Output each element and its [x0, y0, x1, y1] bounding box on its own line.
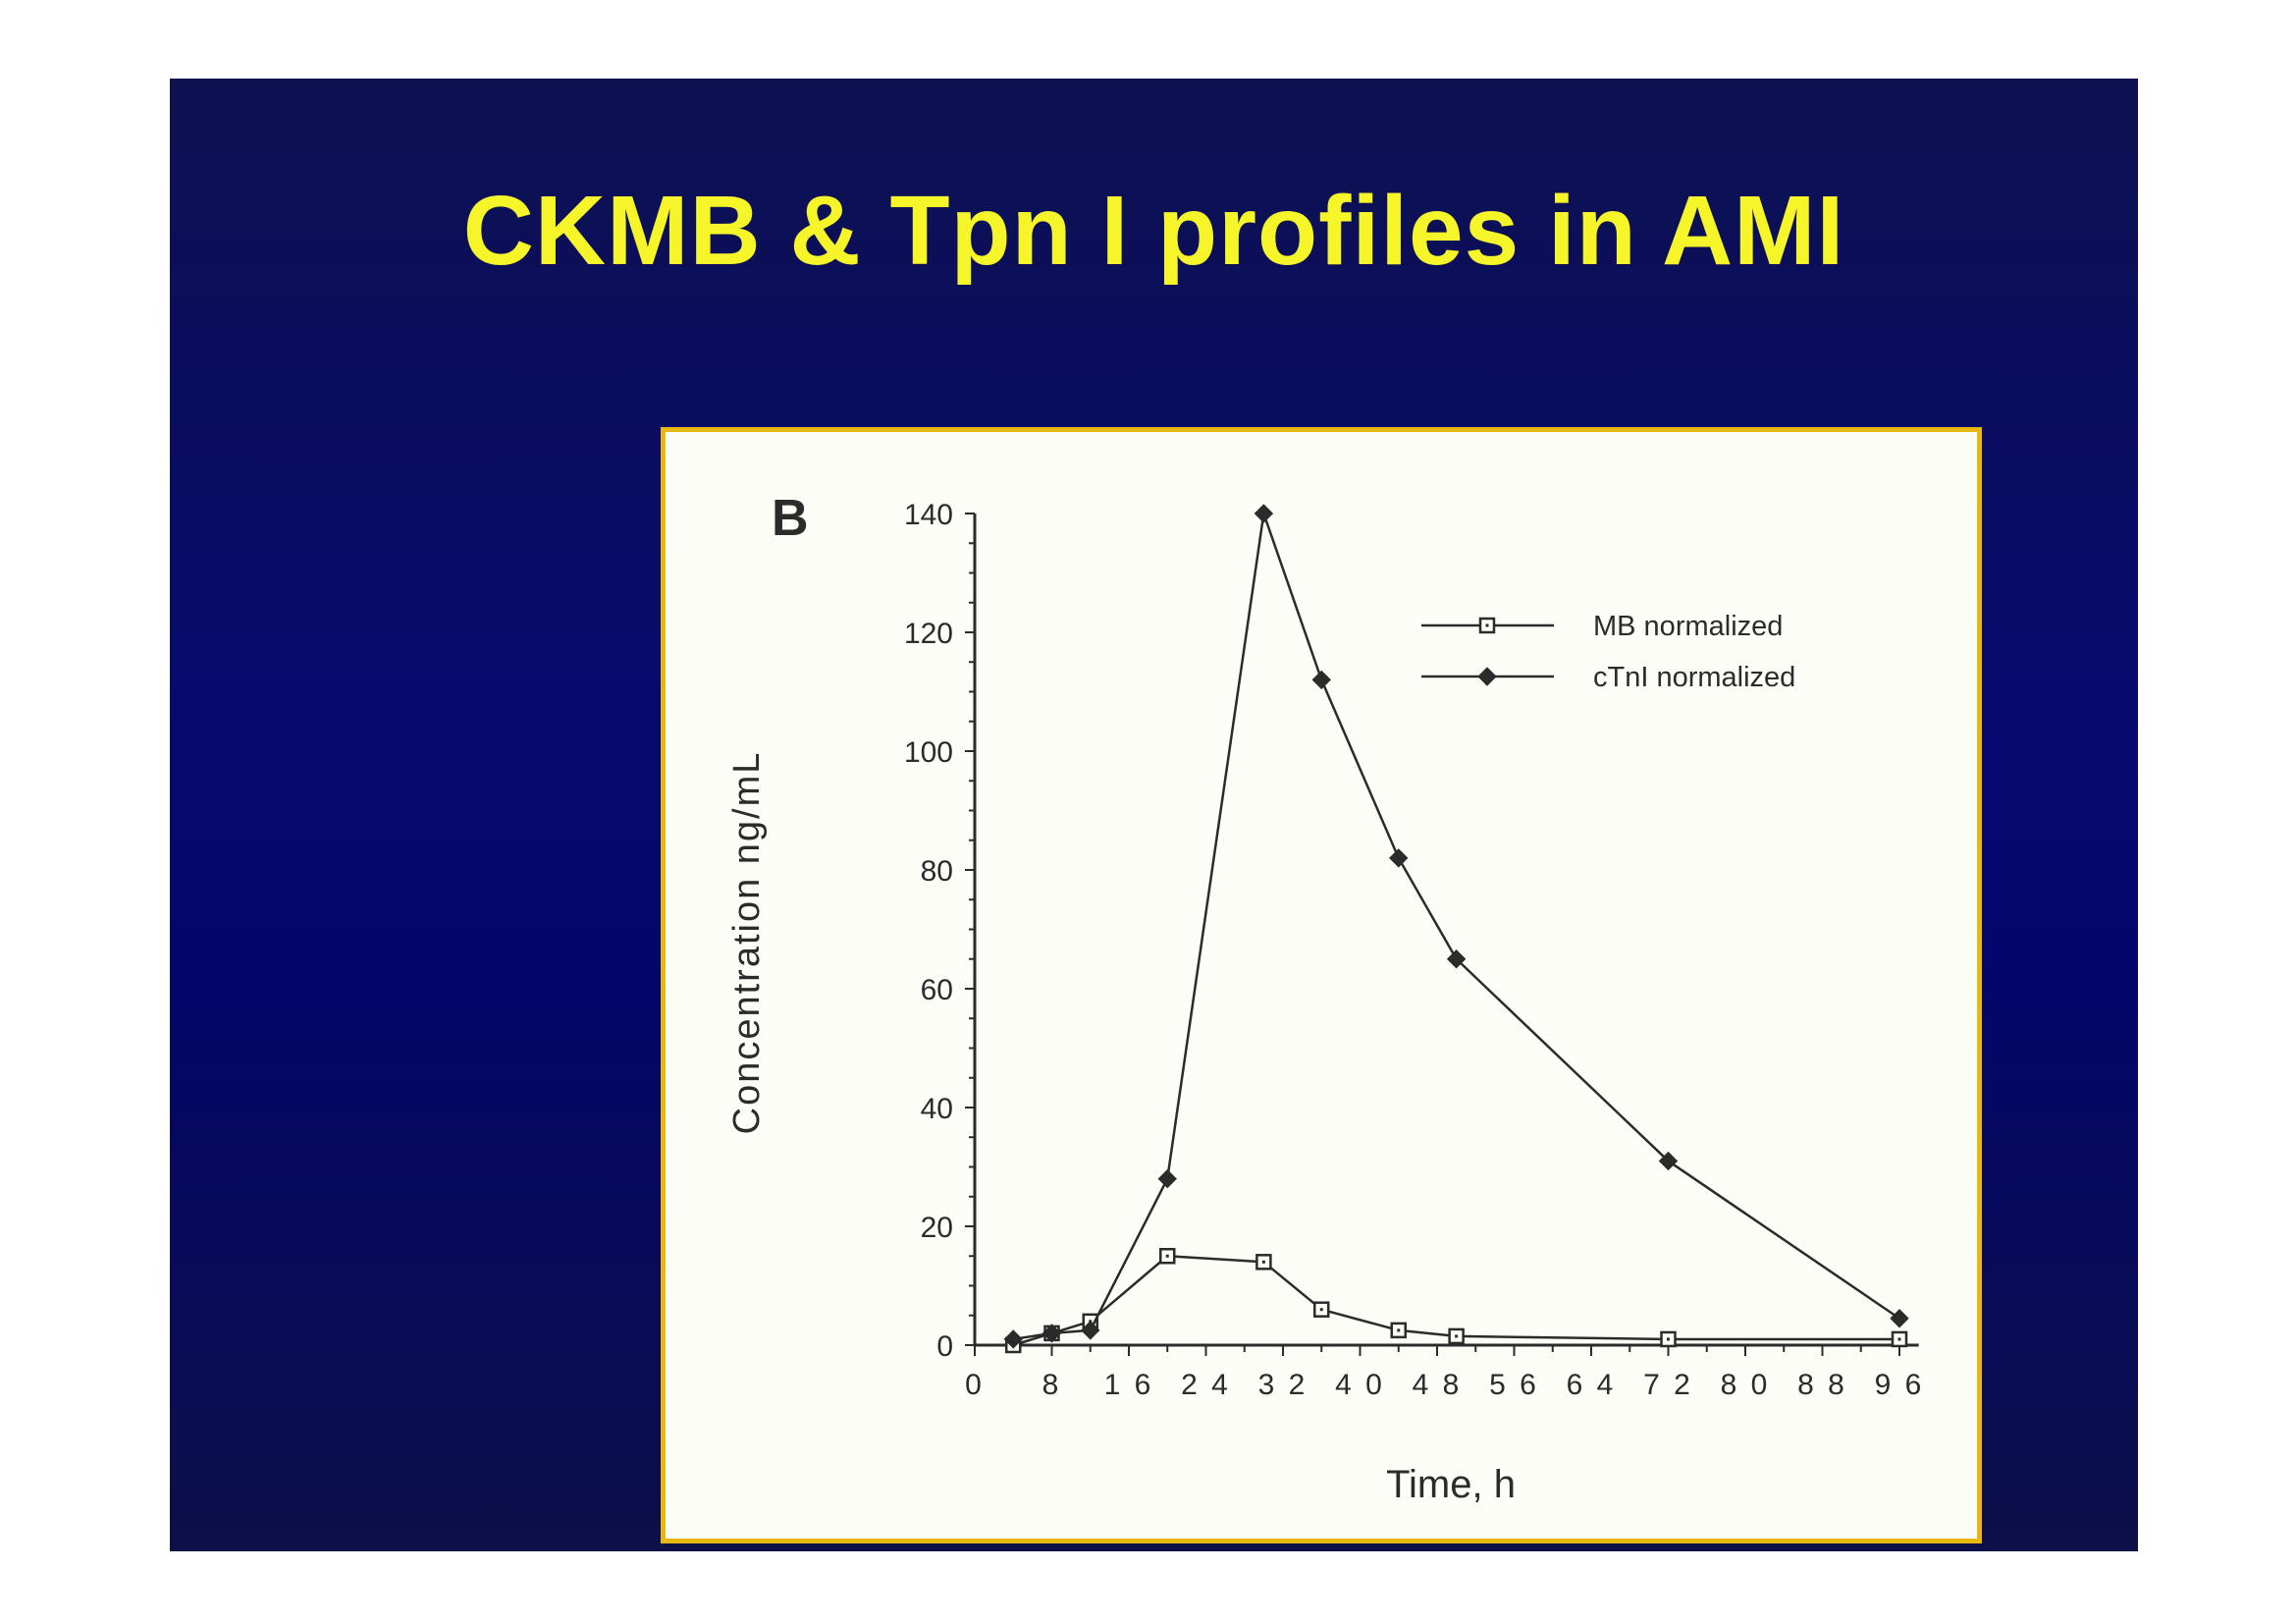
- slide-background: CKMB & Tpn I profiles in AMI B Concentra…: [170, 79, 2138, 1551]
- x-tick-label: 4 0: [1335, 1369, 1385, 1401]
- series-ctni-normalized: [1003, 504, 1909, 1349]
- ctni-data-point: [1157, 1168, 1177, 1189]
- mb-point-center: [1165, 1254, 1169, 1258]
- y-tick-label: 40: [921, 1093, 953, 1125]
- mb-point-center: [1455, 1334, 1459, 1338]
- y-tick-label: 140: [904, 499, 953, 531]
- ctni-data-point: [1890, 1309, 1909, 1328]
- x-tick-label: 0: [965, 1369, 985, 1401]
- series-line: [1012, 1255, 1899, 1347]
- mb-point-center: [1319, 1308, 1323, 1312]
- series-line: [1013, 512, 1900, 1341]
- x-tick-label: 3 2: [1258, 1369, 1308, 1401]
- ctni-data-point: [1446, 949, 1467, 969]
- ctni-data-point: [1003, 1329, 1023, 1349]
- chart-legend: MB normalized cTnI normalized: [1421, 611, 1795, 693]
- x-tick-label: 8: [1042, 1369, 1062, 1401]
- ctni-data-point: [1477, 667, 1497, 686]
- y-tick-label: 60: [921, 974, 953, 1006]
- chart-figure: B Concentration ng/mL Time, h 0 20 40 60 80 1…: [661, 427, 1982, 1543]
- legend-entry: cTnI normalized: [1421, 662, 1795, 693]
- ctni-data-point: [1041, 1324, 1062, 1343]
- ctni-data-point: [1254, 504, 1274, 523]
- ctni-data-point: [1081, 1321, 1100, 1340]
- x-tick-label: 8 0: [1721, 1369, 1771, 1401]
- panel-label: B: [772, 490, 809, 547]
- y-tick-label: 0: [936, 1330, 953, 1363]
- legend-entry: MB normalized: [1421, 611, 1783, 642]
- x-tick-label: 6 4: [1567, 1369, 1617, 1401]
- mb-point-center: [1261, 1260, 1265, 1264]
- mb-point-center: [1485, 623, 1489, 627]
- y-axis-title: Concentration ng/mL: [726, 751, 768, 1135]
- x-tick-label: 2 4: [1181, 1369, 1231, 1401]
- x-tick-label: 5 6: [1489, 1369, 1539, 1401]
- axes: 0 20 40 60 80 100 120 140 0 8 1 6 2 4 3 2 4 0 4 8 5 6 6 …: [904, 499, 1925, 1401]
- x-tick-label: 8 8: [1797, 1369, 1847, 1401]
- series-lines: [1003, 504, 1909, 1354]
- series-mb-normalized: [1005, 1248, 1908, 1354]
- y-tick-label: 120: [904, 618, 953, 650]
- slide-title: CKMB & Tpn I profiles in AMI: [462, 176, 1845, 286]
- x-tick-label: 7 2: [1643, 1369, 1693, 1401]
- x-tick-label: 1 6: [1104, 1369, 1154, 1401]
- legend-label: MB normalized: [1593, 611, 1783, 642]
- line-chart: B Concentration ng/mL Time, h 0204060801…: [726, 490, 1925, 1506]
- y-tick-label: 80: [921, 855, 953, 888]
- y-tick-label: 20: [921, 1212, 953, 1244]
- ctni-data-point: [1311, 670, 1331, 690]
- x-axis-title: Time, h: [1386, 1463, 1516, 1506]
- y-tick-label: 100: [904, 736, 953, 769]
- x-tick-label: 9 6: [1875, 1369, 1925, 1401]
- ctni-data-point: [1658, 1151, 1679, 1171]
- x-tick-label: 4 8: [1413, 1369, 1463, 1401]
- ctni-data-point: [1389, 848, 1409, 868]
- mb-point-center: [1667, 1337, 1670, 1341]
- mb-point-center: [1397, 1328, 1401, 1332]
- mb-point-center: [1897, 1337, 1901, 1341]
- legend-label: cTnI normalized: [1593, 662, 1795, 693]
